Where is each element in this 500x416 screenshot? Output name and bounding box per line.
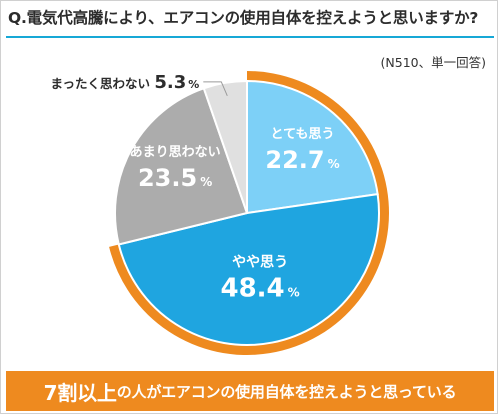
title-underline	[6, 36, 494, 38]
slice-label-external: まったく思わない 5.3%	[51, 72, 200, 93]
pie-slice	[114, 86, 249, 246]
leader-line	[203, 81, 228, 97]
pie-slice	[202, 79, 248, 214]
pie-slice	[117, 193, 380, 346]
slice-label: あまり思わない	[130, 145, 221, 160]
pie-slice	[246, 79, 379, 215]
slice-value: 22.7%	[265, 146, 339, 174]
conclusion-banner: 7割以上 の人がエアコンの使用自体を控えようと思っている	[6, 371, 494, 411]
banner-highlight: 7割以上	[43, 380, 117, 405]
slice-label: とても思う	[271, 127, 335, 142]
slice-value: 23.5%	[138, 164, 212, 192]
banner-text: の人がエアコンの使用自体を控えようと思っている	[116, 382, 457, 401]
sample-note: (N510、単一回答)	[380, 55, 486, 70]
question-title: Q.電気代高騰により、エアコンの使用自体を控えようと思いますか?	[8, 9, 479, 27]
slice-label: やや思う	[232, 254, 288, 270]
slice-value: 48.4%	[220, 273, 299, 303]
